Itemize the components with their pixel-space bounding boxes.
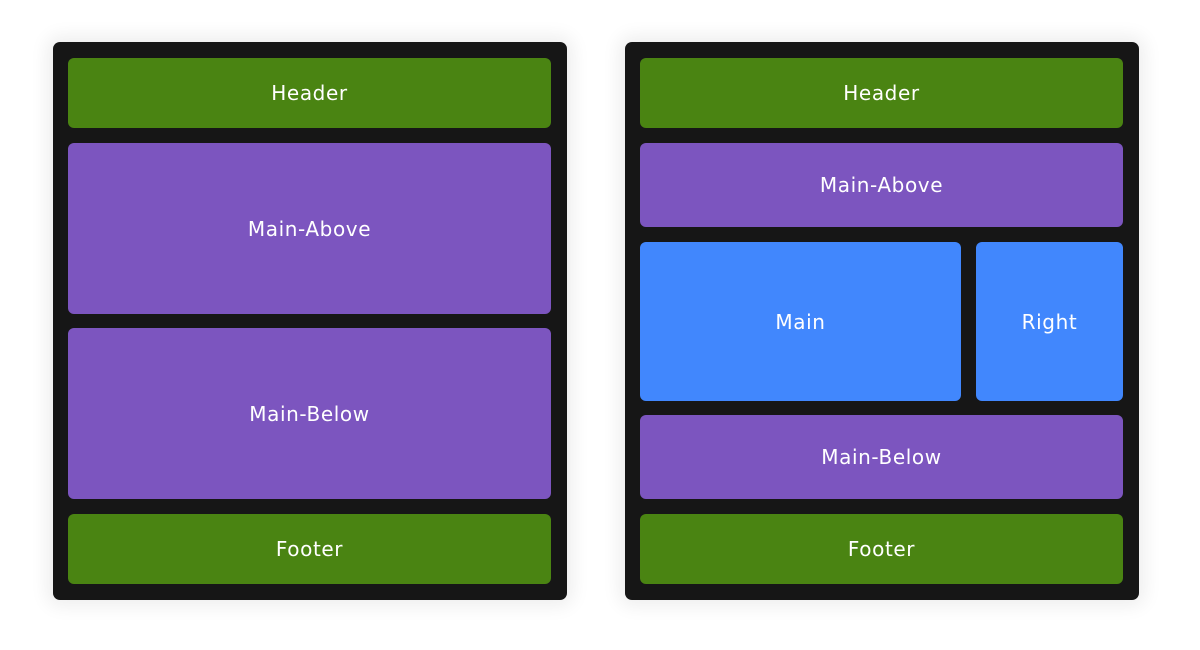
left-layout-frame: Header Main-Above Main-Below Footer: [53, 42, 567, 600]
right-main-label: Main: [775, 309, 826, 334]
left-main-below-label: Main-Below: [249, 401, 370, 426]
right-footer-block: Footer: [640, 514, 1123, 584]
right-main-below-block: Main-Below: [640, 415, 1123, 499]
left-footer-block: Footer: [68, 514, 551, 584]
right-sidebar-label: Right: [1021, 309, 1078, 334]
left-main-above-label: Main-Above: [247, 216, 372, 241]
right-main-above-label: Main-Above: [819, 173, 944, 197]
left-header-block: Header: [68, 58, 551, 128]
right-main-block: Main: [640, 242, 961, 401]
right-footer-label: Footer: [847, 537, 916, 561]
left-main-below-block: Main-Below: [68, 328, 551, 499]
right-main-above-block: Main-Above: [640, 143, 1123, 227]
right-header-block: Header: [640, 58, 1123, 128]
right-layout-frame: Header Main-Above Main Right Main-Below …: [625, 42, 1139, 600]
right-header-label: Header: [843, 81, 920, 105]
left-footer-label: Footer: [275, 537, 344, 561]
right-main-below-label: Main-Below: [821, 445, 942, 469]
right-sidebar-block: Right: [976, 242, 1123, 401]
left-main-above-block: Main-Above: [68, 143, 551, 314]
left-header-label: Header: [271, 81, 348, 105]
